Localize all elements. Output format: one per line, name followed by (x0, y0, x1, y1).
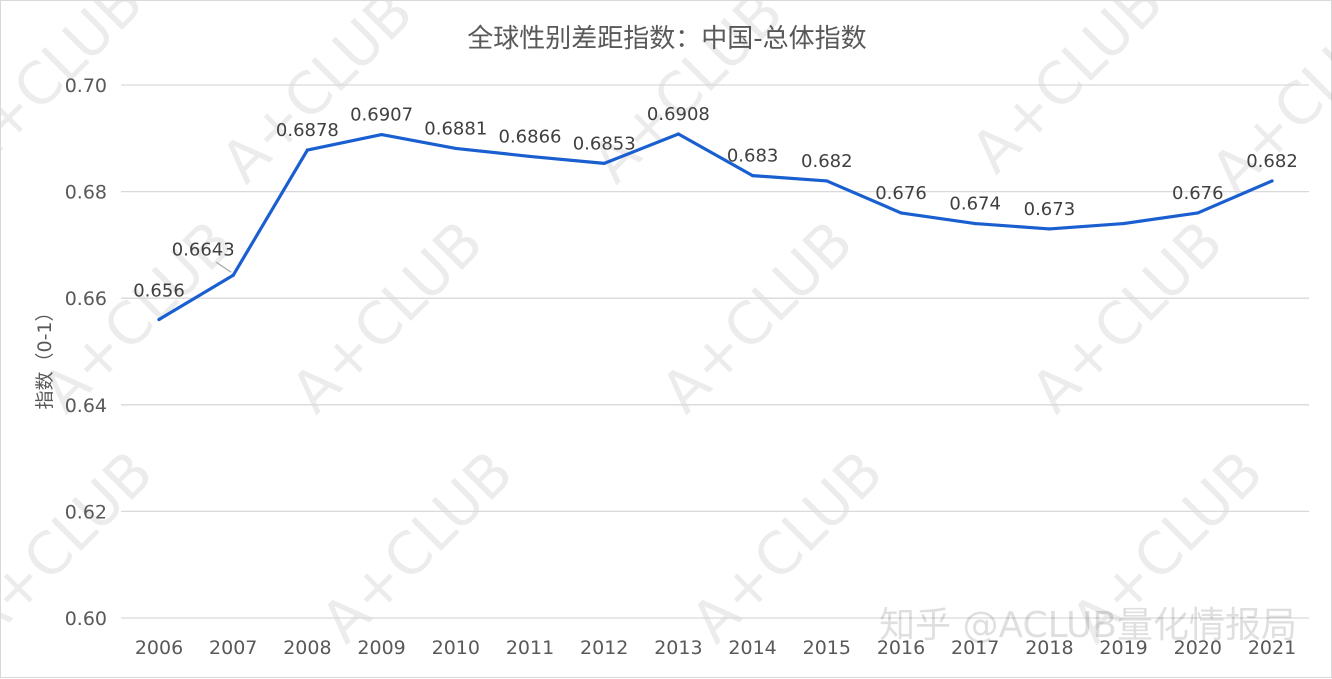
data-point (602, 161, 606, 165)
x-tick-label: 2007 (209, 637, 257, 659)
data-point (751, 174, 755, 178)
x-tick-label: 2014 (728, 637, 776, 659)
data-labels: 0.656 0.6643 0.6878 0.6907 0.6881 0.6866 0.685… (133, 104, 1298, 301)
watermark-text: A+CLUB (308, 438, 526, 656)
data-label: 0.656 (133, 281, 185, 302)
data-label: 0.683 (727, 146, 779, 167)
watermark-text: A+CLUB (1018, 208, 1236, 426)
x-tick-label: 2013 (654, 637, 702, 659)
x-tick-label: 2021 (1248, 637, 1296, 659)
data-point (454, 146, 458, 151)
chart-title: 全球性别差距指数：中国-总体指数 (467, 24, 866, 54)
y-axis-title: 指数（0-1） (34, 302, 56, 409)
data-label: 0.6878 (276, 120, 339, 141)
data-point (157, 317, 161, 322)
y-tick-label: 0.70 (65, 75, 107, 97)
x-axis-ticks: 2006 2007 2008 2009 2010 2011 2012 2013 2014 2015… (135, 637, 1296, 659)
watermark-text: A+CLUB (278, 208, 496, 426)
x-tick-label: 2012 (580, 637, 628, 659)
series-line (157, 132, 1274, 322)
y-tick-label: 0.68 (65, 182, 107, 204)
watermark-text: A+CLUB (958, 1, 1176, 186)
watermark-text: A+CLUB (648, 208, 866, 426)
x-tick-label: 2006 (135, 637, 183, 659)
watermark-text: A+CLUB (678, 438, 896, 656)
data-point (1270, 179, 1274, 183)
data-point (899, 211, 903, 215)
data-label: 0.6866 (499, 126, 562, 147)
site-watermark: 知乎 @ACLUB量化情报局 (879, 605, 1297, 646)
data-point (825, 179, 829, 183)
y-axis-ticks: 0.60 0.62 0.64 0.66 0.68 0.70 (65, 75, 107, 630)
x-tick-label: 2011 (506, 637, 554, 659)
series-layer (157, 132, 1274, 322)
data-label: 0.6908 (647, 104, 710, 125)
data-point (528, 154, 532, 159)
data-label: 0.6907 (350, 105, 413, 126)
y-tick-label: 0.62 (65, 501, 107, 523)
y-tick-label: 0.66 (65, 288, 107, 310)
data-label: 0.673 (1024, 199, 1076, 220)
data-point (973, 221, 977, 226)
data-point (1196, 211, 1200, 215)
data-point (676, 132, 681, 136)
watermark-text: A+CLUB (208, 1, 426, 196)
x-tick-label: 2016 (877, 637, 925, 659)
data-label: 0.6853 (573, 133, 636, 154)
data-point (380, 132, 384, 137)
data-point (305, 148, 309, 152)
data-point (1122, 221, 1126, 226)
gridlines (121, 84, 1309, 619)
x-tick-label: 2015 (803, 637, 851, 659)
y-tick-label: 0.64 (65, 395, 107, 417)
data-label: 0.6881 (424, 118, 487, 139)
x-tick-label: 2010 (432, 637, 480, 659)
data-label: 0.674 (949, 194, 1001, 215)
data-label: 0.676 (1172, 183, 1224, 204)
data-label-leader (215, 261, 232, 273)
x-tick-label: 2018 (1025, 637, 1073, 659)
x-tick-label: 2008 (283, 637, 331, 659)
y-tick-label: 0.60 (65, 608, 107, 630)
data-point (231, 273, 235, 277)
data-label: 0.682 (801, 151, 853, 172)
data-label: 0.676 (875, 183, 927, 204)
x-tick-label: 2009 (357, 637, 405, 659)
data-point (1047, 227, 1051, 231)
x-tick-label: 2019 (1099, 637, 1147, 659)
watermark-text: A+CLUB (1198, 1, 1332, 206)
data-label: 0.6643 (172, 239, 235, 260)
data-label: 0.682 (1246, 151, 1298, 172)
x-tick-label: 2020 (1174, 637, 1222, 659)
x-tick-label: 2017 (951, 637, 999, 659)
